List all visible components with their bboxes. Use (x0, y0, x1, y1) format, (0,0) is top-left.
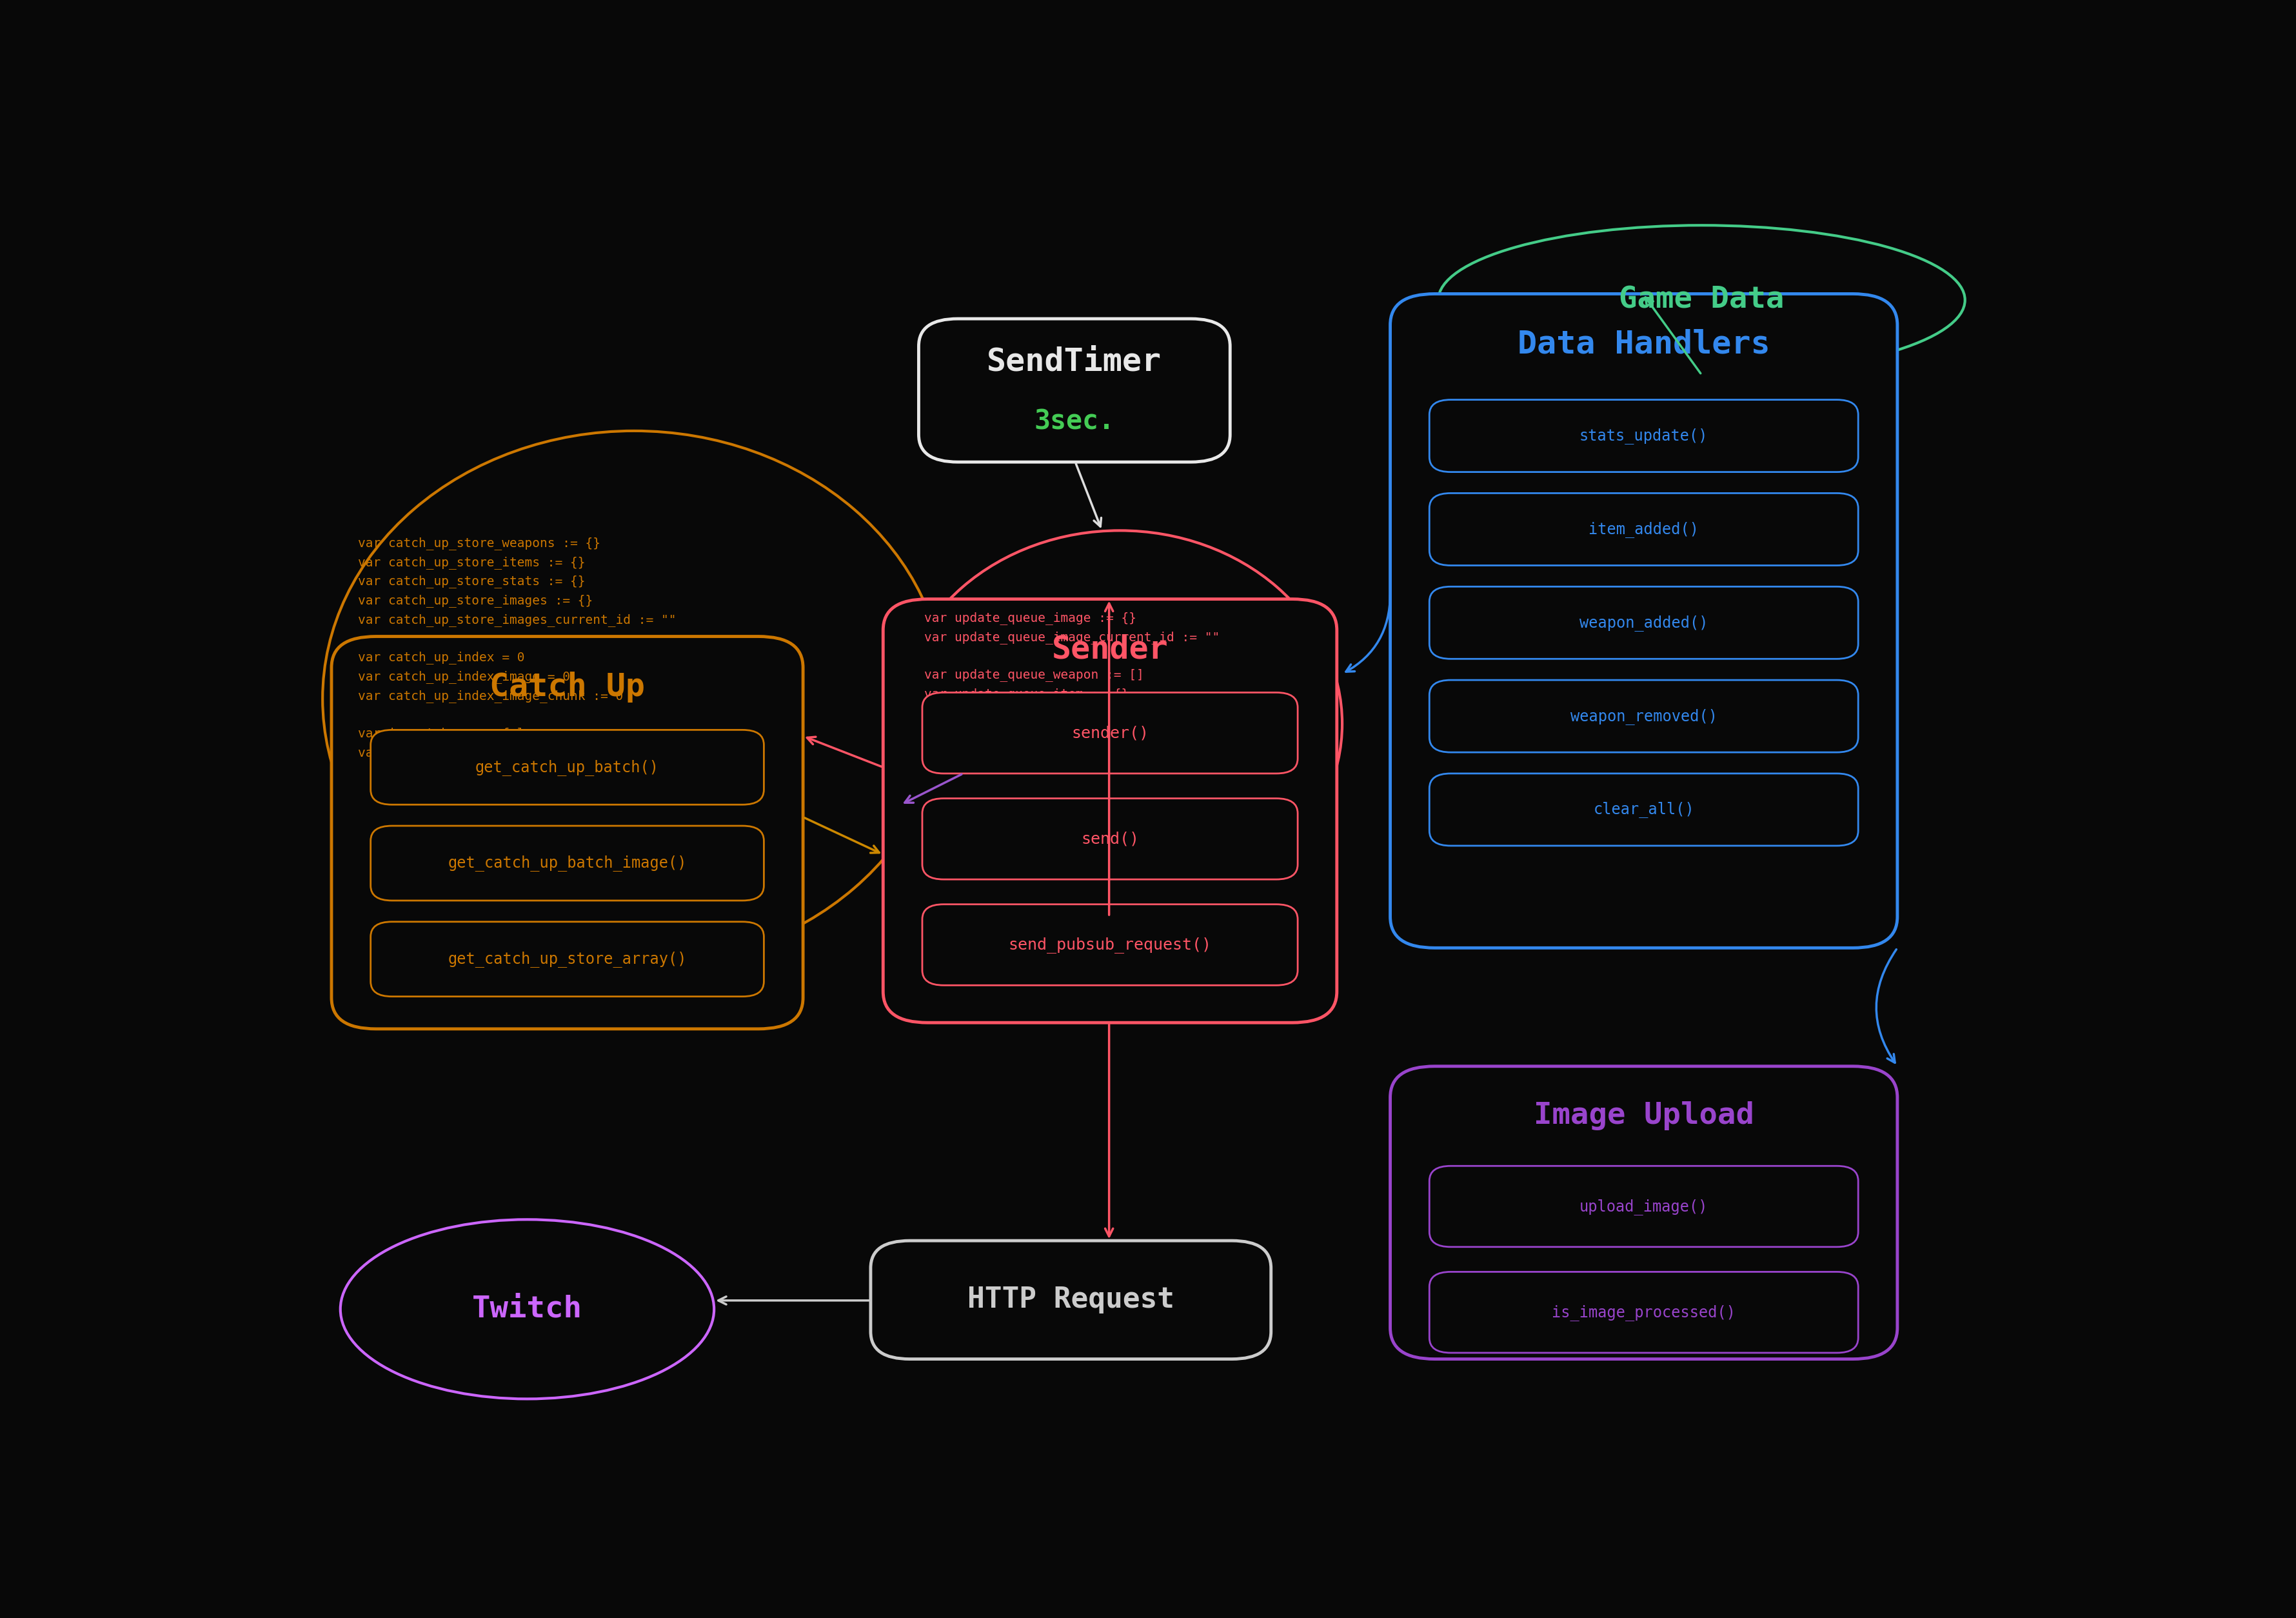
FancyBboxPatch shape (1430, 1167, 1857, 1247)
FancyBboxPatch shape (923, 904, 1297, 985)
Text: sender(): sender() (1072, 725, 1148, 741)
FancyBboxPatch shape (884, 599, 1336, 1023)
FancyBboxPatch shape (918, 319, 1231, 463)
Text: SendTimer: SendTimer (987, 346, 1162, 377)
FancyBboxPatch shape (331, 636, 804, 1029)
Text: clear_all(): clear_all() (1593, 801, 1694, 817)
FancyBboxPatch shape (870, 1241, 1272, 1359)
Ellipse shape (898, 531, 1343, 917)
Text: Game Data: Game Data (1619, 285, 1784, 314)
FancyBboxPatch shape (923, 798, 1297, 879)
Text: Sender: Sender (1052, 634, 1169, 665)
FancyBboxPatch shape (1430, 1272, 1857, 1353)
Text: weapon_added(): weapon_added() (1580, 615, 1708, 631)
Text: Data Handlers: Data Handlers (1518, 328, 1770, 359)
Text: HTTP Request: HTTP Request (967, 1286, 1173, 1314)
FancyBboxPatch shape (923, 693, 1297, 773)
Ellipse shape (1437, 225, 1965, 375)
Text: 3sec.: 3sec. (1033, 408, 1114, 435)
FancyBboxPatch shape (370, 922, 765, 997)
FancyBboxPatch shape (1430, 493, 1857, 565)
Text: Catch Up: Catch Up (489, 671, 645, 702)
Text: var catch_up_store_weapons := {}
var catch_up_store_items := {}
var catch_up_sto: var catch_up_store_weapons := {} var cat… (358, 537, 677, 759)
FancyBboxPatch shape (1391, 1066, 1896, 1359)
FancyBboxPatch shape (370, 730, 765, 804)
Text: Image Upload: Image Upload (1534, 1102, 1754, 1131)
Ellipse shape (321, 430, 946, 966)
Text: var update_queue_image := {}
var update_queue_image_current_id := ""

var update: var update_queue_image := {} var update_… (923, 612, 1219, 720)
FancyBboxPatch shape (1430, 680, 1857, 752)
Text: send(): send() (1081, 832, 1139, 846)
FancyBboxPatch shape (1430, 400, 1857, 472)
Text: Twitch: Twitch (473, 1294, 583, 1324)
Text: stats_update(): stats_update() (1580, 427, 1708, 443)
Text: get_catch_up_store_array(): get_catch_up_store_array() (448, 951, 687, 968)
Text: is_image_processed(): is_image_processed() (1552, 1304, 1736, 1320)
FancyBboxPatch shape (1430, 773, 1857, 846)
FancyBboxPatch shape (1430, 587, 1857, 659)
Text: weapon_removed(): weapon_removed() (1570, 709, 1717, 725)
Text: get_catch_up_batch_image(): get_catch_up_batch_image() (448, 856, 687, 870)
Text: get_catch_up_batch(): get_catch_up_batch() (475, 759, 659, 775)
Ellipse shape (340, 1220, 714, 1400)
Text: upload_image(): upload_image() (1580, 1199, 1708, 1215)
FancyBboxPatch shape (370, 825, 765, 901)
FancyBboxPatch shape (1391, 294, 1896, 948)
Text: send_pubsub_request(): send_pubsub_request() (1008, 937, 1212, 953)
Text: item_added(): item_added() (1589, 521, 1699, 537)
